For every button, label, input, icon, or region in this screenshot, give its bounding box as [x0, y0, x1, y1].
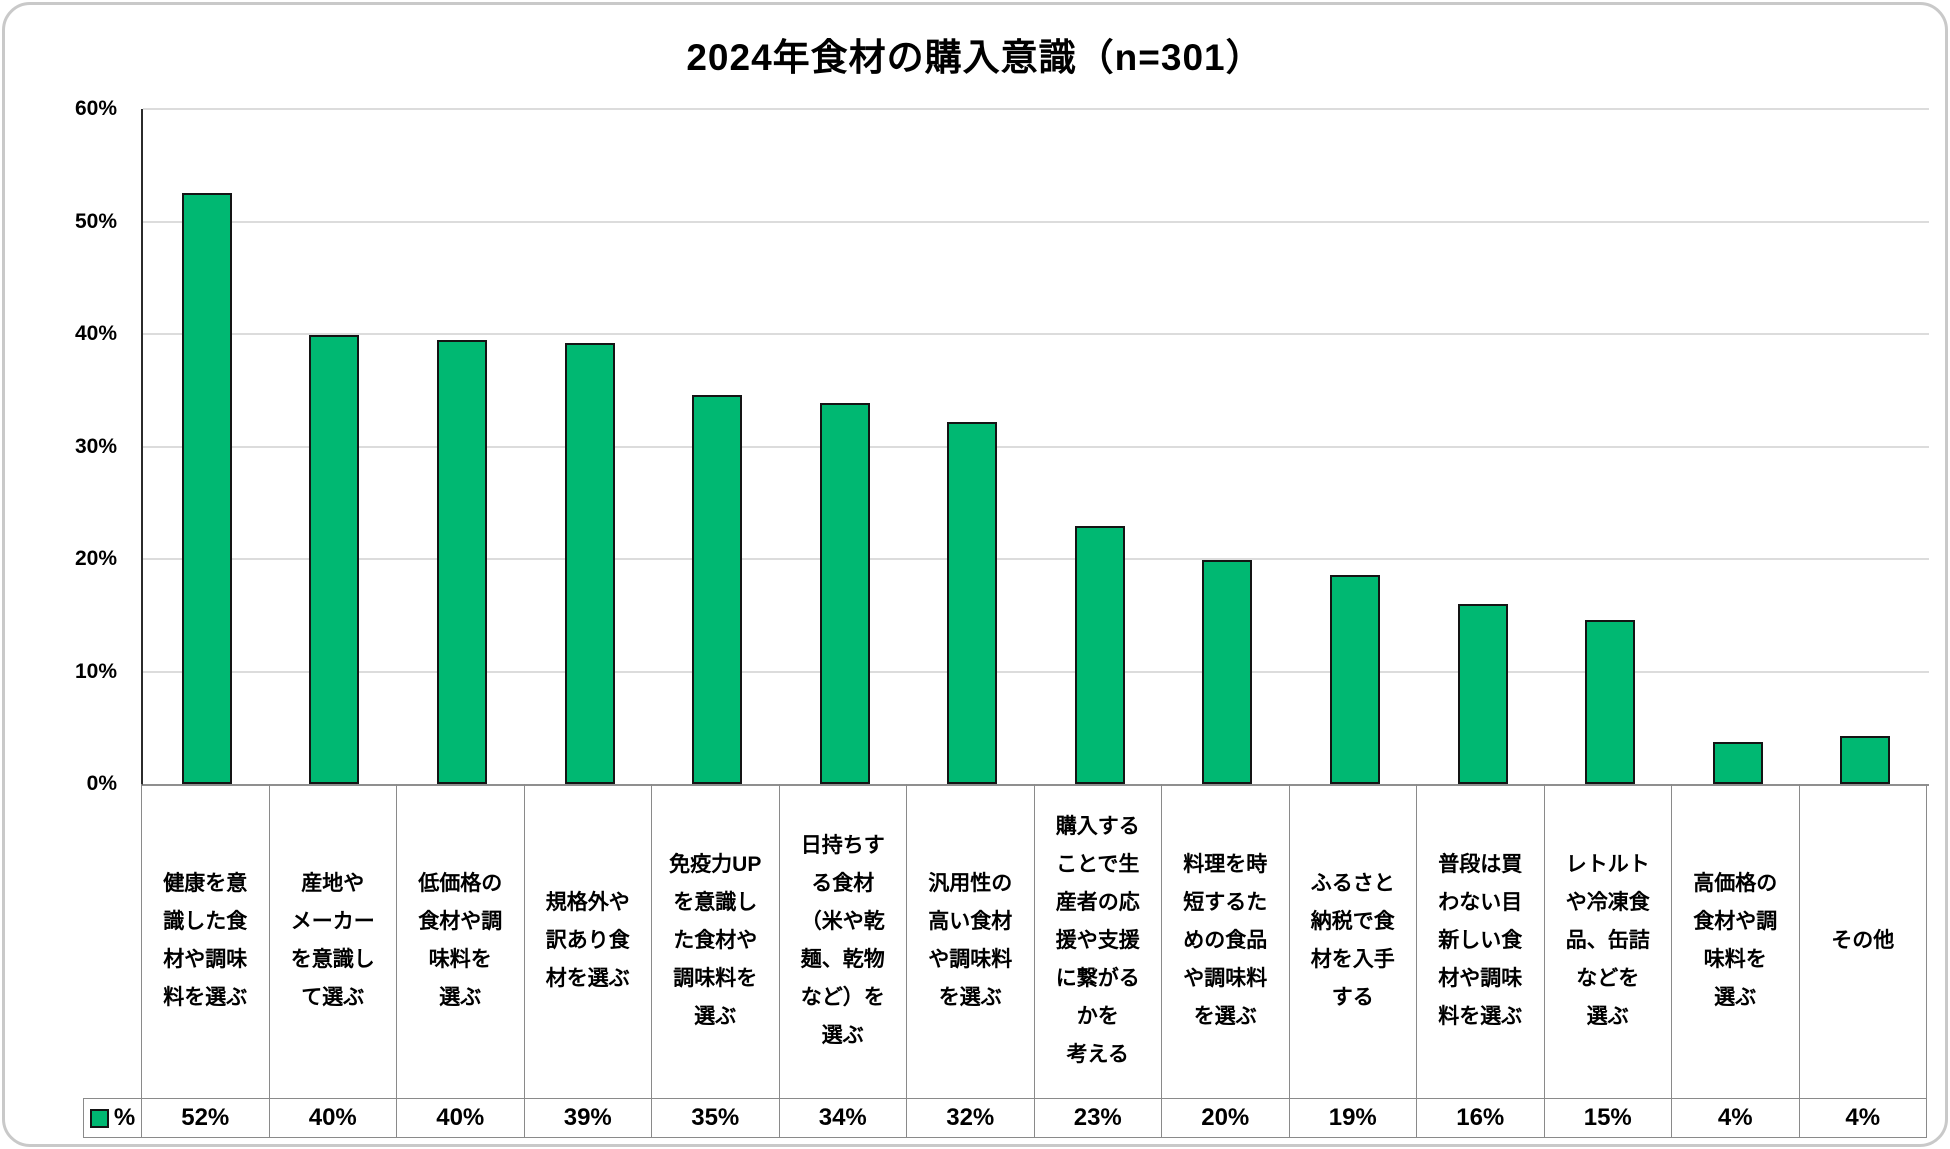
- value-cell: 20%: [1162, 1099, 1290, 1137]
- y-axis-label: 30%: [74, 434, 117, 458]
- y-axis-label: 10%: [74, 659, 117, 683]
- value-cell: 40%: [397, 1099, 525, 1137]
- y-axis-label: 50%: [74, 209, 117, 233]
- value-cell: 35%: [652, 1099, 780, 1137]
- category-cell: 規格外や 訳あり食 材を選ぶ: [525, 784, 652, 1098]
- gridline: [143, 220, 1929, 223]
- category-cell: ふるさと 納税で食 材を入手 する: [1290, 784, 1417, 1098]
- bar: [436, 339, 487, 784]
- category-cell: 産地や メーカー を意識し て選ぶ: [270, 784, 397, 1098]
- category-cell: 料理を時 短するた めの食品 や調味料 を選ぶ: [1162, 784, 1290, 1098]
- bar: [1329, 574, 1380, 784]
- bar: [819, 402, 870, 784]
- gridline: [143, 558, 1929, 560]
- bar: [1074, 526, 1125, 784]
- plot-area: [141, 108, 1929, 786]
- category-cell: レトルト や冷凍食 品、缶詰 などを 選ぶ: [1545, 784, 1672, 1098]
- value-cell: 4%: [1800, 1099, 1927, 1137]
- category-cell: 免疫力UP を意識し た食材や 調味料を 選ぶ: [652, 784, 780, 1098]
- value-cell: 39%: [525, 1099, 652, 1137]
- gridline: [143, 670, 1929, 673]
- category-cell: その他: [1800, 784, 1927, 1098]
- bar: [1585, 619, 1636, 784]
- bar: [564, 343, 615, 784]
- category-cell: 日持ちす る食材 （米や乾 麺、乾物 など）を 選ぶ: [780, 784, 907, 1098]
- value-cell: 32%: [907, 1099, 1035, 1137]
- gridline: [143, 445, 1929, 448]
- gridline: [143, 333, 1929, 335]
- bar: [181, 193, 232, 784]
- value-cell: 16%: [1417, 1099, 1545, 1137]
- legend-cell: %: [84, 1099, 142, 1137]
- category-cell: 購入する ことで生 産者の応 援や支援 に繋がる かを 考える: [1035, 784, 1162, 1098]
- category-cell: 高価格の 食材や調 味料を 選ぶ: [1672, 784, 1800, 1098]
- value-cell: 34%: [780, 1099, 907, 1137]
- y-axis-label: 40%: [74, 322, 117, 345]
- category-cell: 汎用性の 高い食材 や調味料 を選ぶ: [907, 784, 1035, 1098]
- legend-label: %: [113, 1104, 136, 1131]
- legend-swatch-icon: [89, 1108, 109, 1128]
- value-cell: 23%: [1035, 1099, 1162, 1137]
- bar: [947, 421, 998, 784]
- value-cell: 52%: [142, 1099, 270, 1137]
- value-row: % 52% 40% 40% 39% 35% 34% 32% 23% 20% 19% 16% 15% 4%…: [83, 1098, 1927, 1138]
- bar: [1712, 742, 1763, 784]
- bar: [309, 335, 360, 784]
- value-cell: 40%: [270, 1099, 397, 1137]
- category-cell: 普段は買 わない目 新しい食 材や調味 料を選ぶ: [1417, 784, 1545, 1098]
- bar: [1202, 560, 1253, 784]
- category-table: 健康を意 識した食 材や調味 料を選ぶ 産地や メーカー を意識し て選ぶ 低価格の…: [141, 784, 1927, 1098]
- value-cell: 19%: [1290, 1099, 1417, 1137]
- category-cell: 健康を意 識した食 材や調味 料を選ぶ: [142, 784, 270, 1098]
- value-cell: 4%: [1672, 1099, 1800, 1137]
- value-cell: 15%: [1545, 1099, 1672, 1137]
- y-axis-label: 20%: [74, 547, 117, 570]
- gridline: [143, 108, 1929, 110]
- bar: [692, 394, 743, 784]
- chart-title: 2024年食材の購入意識（n=301）: [686, 37, 1264, 78]
- bar: [1457, 604, 1508, 784]
- category-cell: 低価格の 食材や調 味料を 選ぶ: [397, 784, 525, 1098]
- y-axis-label: 60%: [74, 97, 117, 120]
- y-axis-label: 0%: [86, 772, 117, 795]
- bar: [1840, 735, 1891, 784]
